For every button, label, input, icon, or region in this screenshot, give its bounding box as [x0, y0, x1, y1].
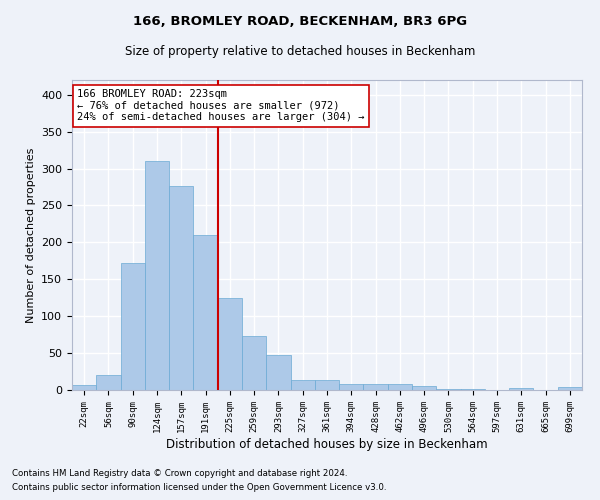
- Text: Contains public sector information licensed under the Open Government Licence v3: Contains public sector information licen…: [12, 484, 386, 492]
- Bar: [193, 235, 218, 390]
- Bar: [315, 380, 339, 390]
- Bar: [218, 298, 242, 390]
- Bar: [145, 161, 169, 390]
- X-axis label: Distribution of detached houses by size in Beckenham: Distribution of detached houses by size …: [166, 438, 488, 450]
- Bar: [121, 263, 145, 390]
- Text: Size of property relative to detached houses in Beckenham: Size of property relative to detached ho…: [125, 45, 475, 58]
- Bar: [169, 186, 193, 390]
- Bar: [72, 385, 96, 390]
- Bar: [266, 354, 290, 390]
- Text: 166, BROMLEY ROAD, BECKENHAM, BR3 6PG: 166, BROMLEY ROAD, BECKENHAM, BR3 6PG: [133, 15, 467, 28]
- Bar: [96, 375, 121, 390]
- Bar: [412, 386, 436, 390]
- Bar: [558, 387, 582, 390]
- Bar: [388, 384, 412, 390]
- Text: 166 BROMLEY ROAD: 223sqm
← 76% of detached houses are smaller (972)
24% of semi-: 166 BROMLEY ROAD: 223sqm ← 76% of detach…: [77, 90, 365, 122]
- Text: Contains HM Land Registry data © Crown copyright and database right 2024.: Contains HM Land Registry data © Crown c…: [12, 468, 347, 477]
- Bar: [509, 388, 533, 390]
- Bar: [290, 380, 315, 390]
- Y-axis label: Number of detached properties: Number of detached properties: [26, 148, 35, 322]
- Bar: [339, 384, 364, 390]
- Bar: [364, 384, 388, 390]
- Bar: [436, 388, 461, 390]
- Bar: [242, 336, 266, 390]
